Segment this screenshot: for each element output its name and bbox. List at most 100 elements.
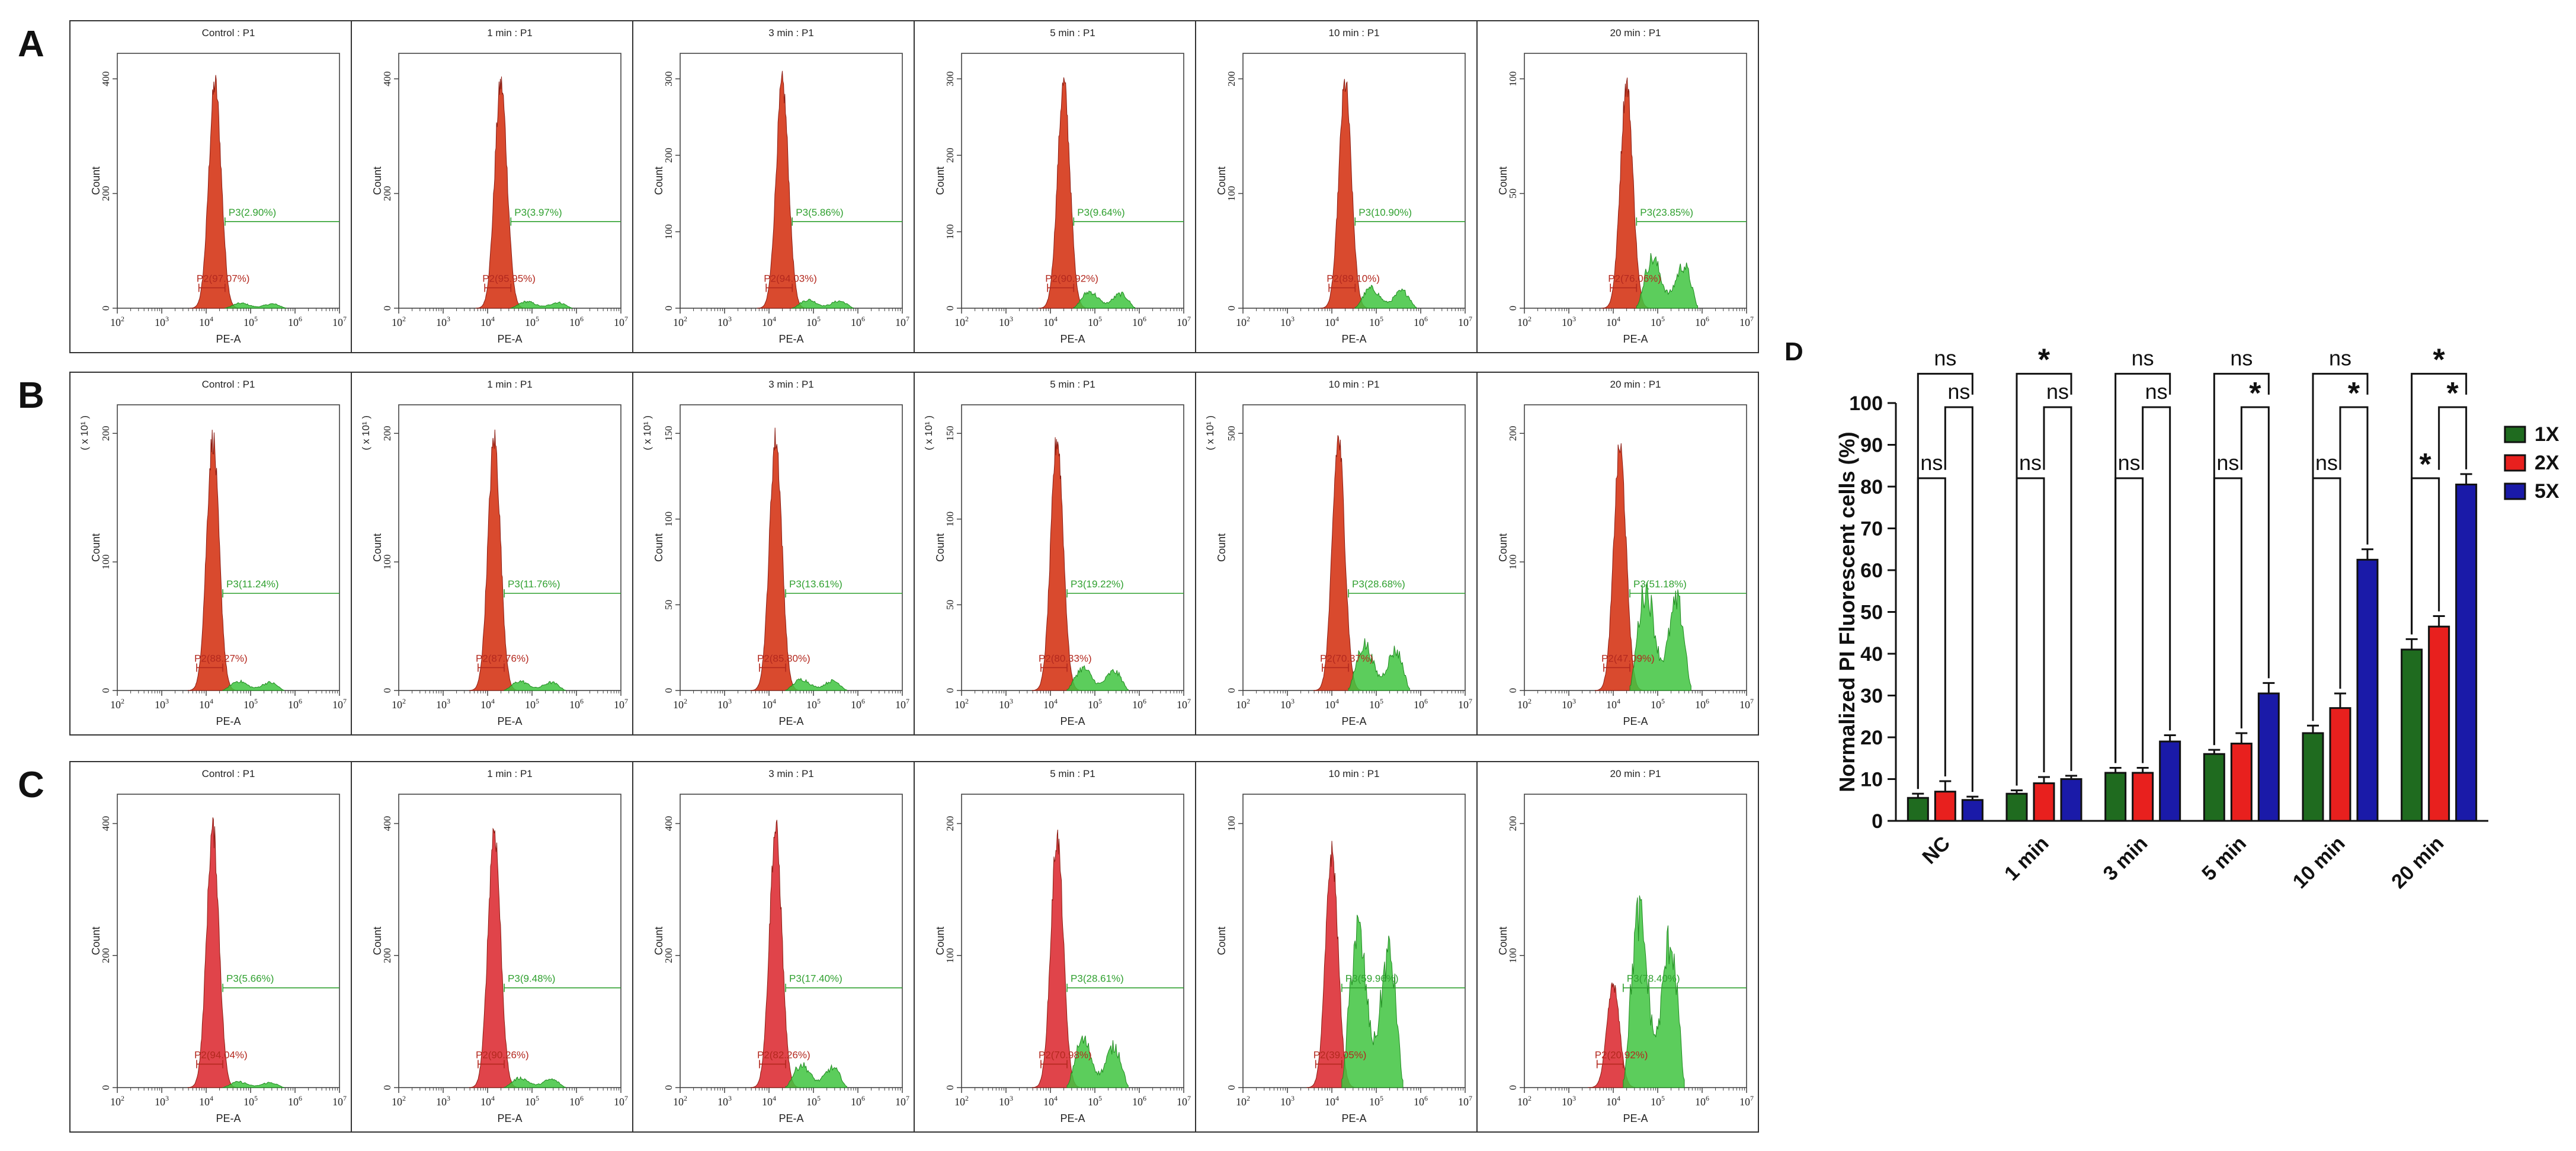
x-tick-base: 10 — [673, 699, 684, 711]
x-tick-label: 104 — [480, 697, 495, 711]
x-tick-label: 102 — [954, 697, 969, 711]
y-scale-note: ( x 10¹ ) — [79, 415, 90, 450]
bracket-1x-2x — [2411, 477, 2440, 635]
x-tick-base: 10 — [1606, 316, 1617, 328]
x-tick-exponent: 2 — [121, 1094, 124, 1102]
x-tick-label: 103 — [717, 315, 732, 328]
x-tick-exponent: 3 — [447, 697, 450, 705]
x-tick-exponent: 3 — [728, 1094, 732, 1102]
x-tick-exponent: 6 — [861, 697, 865, 705]
gate-p2-label: P2(87.76%) — [476, 653, 529, 664]
plot-title: 20 min : P1 — [1610, 768, 1661, 779]
x-tick-label: 106 — [569, 697, 584, 711]
x-tick-base: 10 — [110, 699, 121, 711]
plot-title: 20 min : P1 — [1610, 27, 1661, 39]
x-tick-base: 10 — [1236, 1096, 1247, 1108]
gate-p3-label: P3(28.61%) — [1071, 973, 1124, 984]
x-tick-label: 107 — [1739, 315, 1754, 328]
x-tick-exponent: 6 — [1424, 1094, 1428, 1102]
x-tick-label: 105 — [1369, 697, 1383, 711]
significance-label: ns — [1920, 450, 1943, 475]
x-tick-exponent: 5 — [817, 1094, 821, 1102]
y-tick-label: 200 — [100, 948, 111, 964]
x-tick-exponent: 7 — [1187, 697, 1191, 705]
x-tick-label: 105 — [1088, 697, 1102, 711]
x-tick-label: 102 — [1517, 1094, 1531, 1108]
plot-axes — [1242, 404, 1466, 691]
x-tick-label: 107 — [332, 697, 347, 711]
x-tick-base: 10 — [392, 316, 402, 328]
significance-label: ns — [2019, 450, 2042, 475]
x-tick-label: 3 min — [2099, 832, 2152, 885]
y-tick-label: 60 — [1860, 559, 1883, 582]
x-tick-label: 103 — [717, 697, 732, 711]
x-tick-base: 10 — [673, 316, 684, 328]
x-tick-exponent: 7 — [1469, 1094, 1472, 1102]
x-tick-exponent: 2 — [1528, 697, 1531, 705]
x-tick-exponent: 6 — [1706, 697, 1709, 705]
x-tick-exponent: 4 — [491, 1094, 495, 1102]
plot-title: 1 min : P1 — [487, 768, 533, 779]
x-tick-label: 107 — [895, 1094, 909, 1108]
x-tick-label: 102 — [392, 315, 406, 328]
plot-title: Control : P1 — [202, 379, 255, 390]
x-tick-exponent: 2 — [121, 315, 124, 323]
y-scale-note: ( x 10¹ ) — [923, 415, 934, 450]
histogram-p3-distribution — [504, 1076, 566, 1088]
y-tick-label: 200 — [944, 148, 956, 163]
histogram-p3-distribution — [222, 1080, 284, 1088]
x-axis-label: PE-A — [497, 333, 522, 345]
x-tick-label: 102 — [110, 697, 124, 711]
x-tick-base: 10 — [1177, 316, 1187, 328]
y-scale-note: ( x 10¹ ) — [642, 415, 653, 450]
x-tick-base: 10 — [1236, 316, 1247, 328]
significance-label: * — [2447, 376, 2459, 411]
y-tick-label: 50 — [944, 600, 956, 610]
x-tick-label: 103 — [155, 315, 169, 328]
x-tick-base: 10 — [614, 699, 624, 711]
x-tick-base: 10 — [525, 1096, 536, 1108]
x-tick-base: 10 — [243, 316, 254, 328]
x-tick-exponent: 4 — [773, 697, 776, 705]
x-tick-label: 105 — [1369, 1094, 1383, 1108]
x-tick-exponent: 5 — [254, 315, 258, 323]
x-tick-label: 103 — [1562, 1094, 1576, 1108]
x-tick-label: 103 — [436, 1094, 450, 1108]
plot-axes — [680, 794, 903, 1088]
x-tick-label: 103 — [999, 1094, 1013, 1108]
significance-label: ns — [2315, 450, 2338, 475]
plot-title: 3 min : P1 — [768, 379, 814, 390]
x-tick-exponent: 4 — [1054, 1094, 1058, 1102]
y-tick-label: 0 — [663, 1085, 674, 1091]
bar-1X — [1907, 797, 1929, 822]
x-tick-label: 102 — [673, 315, 687, 328]
x-tick-base: 10 — [1369, 699, 1380, 711]
x-tick-base: 10 — [717, 1096, 728, 1108]
x-tick-exponent: 4 — [773, 1094, 776, 1102]
gate-p3-label: P3(9.48%) — [508, 973, 555, 984]
y-tick-label: 200 — [1507, 426, 1518, 441]
x-tick-exponent: 6 — [580, 315, 584, 323]
y-tick-label: 0 — [944, 306, 956, 311]
y-axis-label: Count — [934, 533, 946, 562]
x-tick-base: 10 — [717, 699, 728, 711]
y-axis-label: Count — [653, 533, 665, 562]
x-tick-label: 106 — [1132, 697, 1146, 711]
x-tick-base: 10 — [1177, 699, 1187, 711]
gate-p2-label: P2(94.03%) — [764, 273, 817, 284]
y-axis-label: Count — [934, 926, 946, 955]
x-tick-exponent: 5 — [1661, 697, 1665, 705]
x-tick-base: 10 — [1088, 316, 1098, 328]
x-tick-label: NC — [1918, 832, 1955, 869]
y-tick-label: 70 — [1860, 518, 1883, 541]
x-tick-label: 104 — [1325, 1094, 1339, 1108]
x-tick-base: 10 — [110, 316, 121, 328]
histogram-p3-distribution — [222, 679, 284, 691]
y-tick-label: 150 — [663, 426, 674, 441]
significance-label: * — [2433, 343, 2446, 378]
x-tick-exponent: 7 — [906, 315, 909, 323]
bracket-1x-2x — [2213, 477, 2242, 746]
y-tick-label: 200 — [663, 948, 674, 964]
